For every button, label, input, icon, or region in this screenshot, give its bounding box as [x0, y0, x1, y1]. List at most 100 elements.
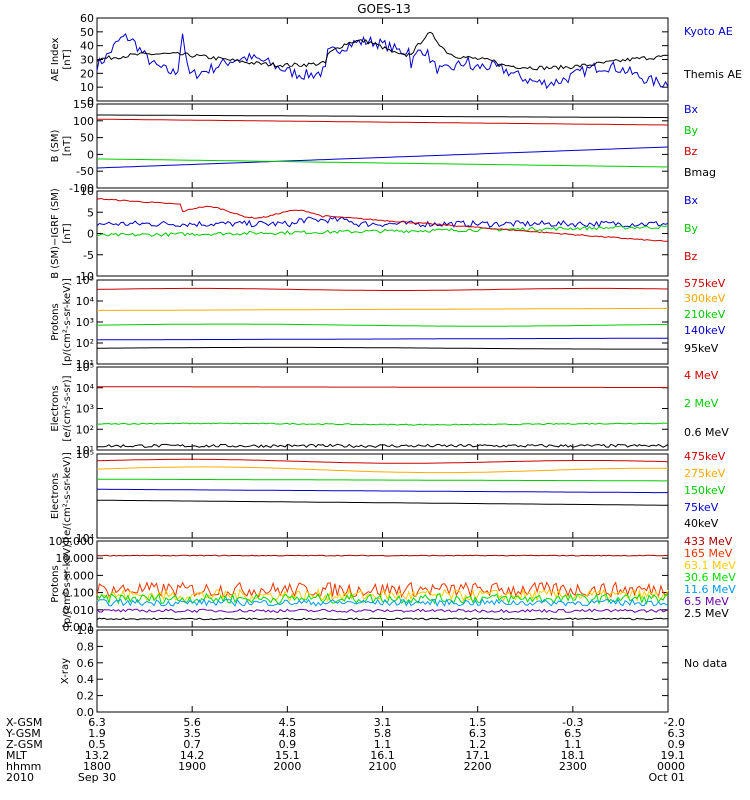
y-axis-label: Electrons — [50, 473, 61, 519]
x-cell-hhmm: 2300 — [559, 760, 587, 773]
y-tick-label: 10⁴ — [76, 295, 95, 308]
y-tick-label: -10 — [76, 270, 94, 283]
x-cell-x: 3.1 — [374, 716, 392, 729]
panel-electrons_kev: 10⁵ 10⁴ Electrons [e/(cm²-s-sr-keV)] 475keV 2… — [50, 448, 726, 545]
x-cell-hhmm: 1800 — [83, 760, 111, 773]
legend-6-5-mev: 6.5 MeV — [684, 595, 729, 608]
y-tick-label: 10³ — [76, 403, 94, 416]
series-line-2-mev — [96, 422, 668, 426]
y-tick-label: 30 — [80, 54, 94, 67]
y-tick-label: 20 — [80, 67, 94, 80]
y-axis-label: [p/(cm²-s-sr-keV)] — [62, 540, 73, 628]
y-axis-label: Protons — [50, 565, 61, 602]
series-line-by — [96, 158, 669, 168]
legend-30-6-mev: 30.6 MeV — [684, 571, 736, 584]
x-cell-hhmm: 2200 — [464, 760, 492, 773]
panel-b_igrf: 10 5 0 -5 -10 B (SM)−IGRF (SM) [nT] Bx By Bz — [50, 185, 699, 283]
y-tick-label: 10⁴ — [76, 382, 95, 395]
y-tick-label: 10⁴ — [76, 532, 95, 545]
y-axis-label: [nT] — [62, 49, 73, 69]
y-axis-label: [e/(cm²-s-sr-keV)] — [62, 452, 73, 540]
legend-0-6-mev: 0.6 MeV — [684, 426, 729, 439]
y-tick-label: 10⁵ — [76, 274, 94, 287]
x-cell-y: 6.5 — [564, 727, 582, 740]
series-line-75kev — [97, 488, 668, 494]
x-cell-y: 3.5 — [183, 727, 201, 740]
y-tick-label: 10⁵ — [76, 448, 94, 461]
y-tick-label: 0.8 — [77, 640, 95, 653]
x-cell-z: 1.1 — [374, 738, 392, 751]
y-tick-label: 0.010 — [63, 604, 95, 617]
y-tick-label: 10⁵ — [76, 361, 94, 374]
x-cell-mlt: 19.1 — [661, 749, 686, 762]
series-line-150kev — [97, 478, 668, 482]
legend-by: By — [684, 124, 699, 137]
y-axis-label: B (SM) — [50, 129, 61, 162]
y-tick-label: 0.4 — [77, 673, 95, 686]
x-axis-table: X-GSMY-GSMZ-GSMMLThhmm20106.31.90.513.21… — [5, 716, 685, 784]
y-axis-label: [p/(cm²-s-sr-keV)] — [62, 278, 73, 366]
y-tick-label: 50 — [80, 132, 94, 145]
figure-title: GOES-13 — [357, 2, 411, 16]
series-line-themis-ae — [96, 31, 669, 71]
y-axis-label: [nT] — [62, 136, 73, 156]
y-tick-label: 0 — [87, 95, 94, 108]
series-line-40kev — [96, 499, 668, 506]
x-row-label: X-GSM — [6, 716, 42, 729]
y-tick-label: 0.100 — [63, 587, 95, 600]
no-data-note: No data — [684, 657, 727, 670]
legend-kyoto-ae: Kyoto AE — [684, 25, 733, 38]
x-row-label: hhmm — [6, 760, 41, 773]
legend-300kev: 300keV — [684, 292, 726, 305]
y-tick-label: 10² — [76, 337, 94, 350]
legend-63-1-mev: 63.1 MeV — [684, 559, 736, 572]
legend-bx: Bx — [684, 103, 699, 116]
x-row-label: Y-GSM — [5, 727, 41, 740]
series-line-11-6-mev — [96, 598, 669, 608]
x-cell-z: 0.5 — [88, 738, 106, 751]
y-axis-label: [e/(cm²-s-sr)] — [62, 375, 73, 441]
y-tick-label: 10¹ — [76, 358, 94, 371]
panel-frame — [96, 279, 669, 365]
y-tick-label: 40 — [80, 40, 94, 53]
y-tick-label: 0.2 — [77, 690, 95, 703]
series-line-bz — [96, 118, 669, 126]
panel-frame — [96, 17, 669, 102]
legend-75kev: 75keV — [684, 501, 719, 514]
series-line-4-mev — [97, 386, 668, 388]
legend-bx: Bx — [684, 194, 699, 207]
y-axis-label: [nT] — [62, 223, 73, 243]
series-line-bmag — [97, 114, 669, 119]
legend-575kev: 575keV — [684, 277, 726, 290]
x-cell-mlt: 18.1 — [561, 749, 586, 762]
x-cell-hhmm: 1900 — [178, 760, 206, 773]
x-cell-mlt: 17.1 — [465, 749, 490, 762]
y-tick-label: 1.0 — [77, 624, 95, 637]
legend-210kev: 210keV — [684, 308, 726, 321]
y-tick-label: 100.000 — [49, 535, 95, 548]
y-tick-label: -50 — [76, 165, 94, 178]
series-line-kyoto-ae — [96, 32, 669, 90]
y-tick-label: 0 — [87, 148, 94, 161]
legend-11-6-mev: 11.6 MeV — [684, 583, 736, 596]
legend-4-mev: 4 MeV — [684, 369, 719, 382]
x-cell-x: -2.0 — [664, 716, 685, 729]
series-line-by — [96, 225, 669, 237]
x-row-label: Z-GSM — [6, 738, 43, 751]
y-tick-label: 10 — [80, 81, 94, 94]
x-cell-mlt: 16.1 — [370, 749, 395, 762]
x-cell-date: Sep 30 — [78, 771, 116, 784]
legend-275kev: 275keV — [684, 467, 726, 480]
y-tick-label: 0.001 — [63, 621, 95, 634]
legend-40kev: 40keV — [684, 517, 719, 530]
y-tick-label: 10² — [76, 423, 94, 436]
x-cell-hhmm: 2000 — [273, 760, 301, 773]
y-tick-label: -5 — [83, 249, 94, 262]
panel-frame — [96, 366, 669, 451]
x-cell-z: 1.2 — [469, 738, 487, 751]
x-cell-x: -0.3 — [562, 716, 583, 729]
legend-150kev: 150keV — [684, 484, 726, 497]
